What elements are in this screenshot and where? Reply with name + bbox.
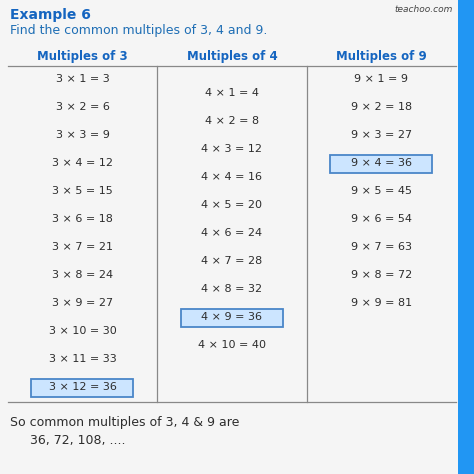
Text: 4 × 10 = 40: 4 × 10 = 40 bbox=[198, 340, 266, 350]
Bar bbox=[458, 0, 474, 474]
Text: 9 × 9 = 81: 9 × 9 = 81 bbox=[351, 298, 412, 308]
Text: 4 × 1 = 4: 4 × 1 = 4 bbox=[205, 88, 259, 98]
Text: 36, 72, 108, ....: 36, 72, 108, .... bbox=[30, 434, 126, 447]
FancyBboxPatch shape bbox=[330, 155, 432, 173]
Text: 3 × 5 = 15: 3 × 5 = 15 bbox=[52, 186, 113, 196]
Text: 3 × 10 = 30: 3 × 10 = 30 bbox=[49, 326, 117, 336]
Text: 9 × 1 = 9: 9 × 1 = 9 bbox=[355, 74, 409, 84]
Text: 3 × 7 = 21: 3 × 7 = 21 bbox=[52, 242, 113, 252]
Text: 9 × 4 = 36: 9 × 4 = 36 bbox=[351, 158, 412, 168]
Text: 9 × 2 = 18: 9 × 2 = 18 bbox=[351, 102, 412, 112]
Text: 9 × 3 = 27: 9 × 3 = 27 bbox=[351, 130, 412, 140]
FancyBboxPatch shape bbox=[31, 379, 134, 397]
Text: 4 × 8 = 32: 4 × 8 = 32 bbox=[201, 284, 263, 294]
Text: 9 × 6 = 54: 9 × 6 = 54 bbox=[351, 214, 412, 224]
FancyBboxPatch shape bbox=[181, 309, 283, 327]
Text: 3 × 1 = 3: 3 × 1 = 3 bbox=[55, 74, 109, 84]
Text: 4 × 6 = 24: 4 × 6 = 24 bbox=[201, 228, 263, 238]
Text: 3 × 11 = 33: 3 × 11 = 33 bbox=[49, 354, 117, 364]
Text: 4 × 9 = 36: 4 × 9 = 36 bbox=[201, 312, 263, 322]
Text: 3 × 4 = 12: 3 × 4 = 12 bbox=[52, 158, 113, 168]
Text: So common multiples of 3, 4 & 9 are: So common multiples of 3, 4 & 9 are bbox=[10, 416, 239, 429]
Text: 3 × 12 = 36: 3 × 12 = 36 bbox=[48, 382, 117, 392]
Text: 9 × 8 = 72: 9 × 8 = 72 bbox=[351, 270, 412, 280]
Text: 3 × 6 = 18: 3 × 6 = 18 bbox=[52, 214, 113, 224]
Text: Example 6: Example 6 bbox=[10, 8, 91, 22]
Text: 3 × 2 = 6: 3 × 2 = 6 bbox=[55, 102, 109, 112]
Text: 4 × 4 = 16: 4 × 4 = 16 bbox=[201, 172, 263, 182]
Text: 4 × 3 = 12: 4 × 3 = 12 bbox=[201, 144, 263, 154]
Text: 3 × 3 = 9: 3 × 3 = 9 bbox=[55, 130, 109, 140]
Text: 4 × 5 = 20: 4 × 5 = 20 bbox=[201, 200, 263, 210]
Text: 3 × 8 = 24: 3 × 8 = 24 bbox=[52, 270, 113, 280]
Text: 3 × 9 = 27: 3 × 9 = 27 bbox=[52, 298, 113, 308]
Text: Multiples of 9: Multiples of 9 bbox=[336, 50, 427, 63]
Text: Multiples of 4: Multiples of 4 bbox=[187, 50, 277, 63]
Text: 9 × 7 = 63: 9 × 7 = 63 bbox=[351, 242, 412, 252]
Text: 4 × 2 = 8: 4 × 2 = 8 bbox=[205, 116, 259, 126]
Text: teachoo.com: teachoo.com bbox=[395, 5, 453, 14]
Text: Find the common multiples of 3, 4 and 9.: Find the common multiples of 3, 4 and 9. bbox=[10, 24, 267, 37]
Text: Multiples of 3: Multiples of 3 bbox=[37, 50, 128, 63]
Text: 9 × 5 = 45: 9 × 5 = 45 bbox=[351, 186, 412, 196]
Text: 4 × 7 = 28: 4 × 7 = 28 bbox=[201, 256, 263, 266]
